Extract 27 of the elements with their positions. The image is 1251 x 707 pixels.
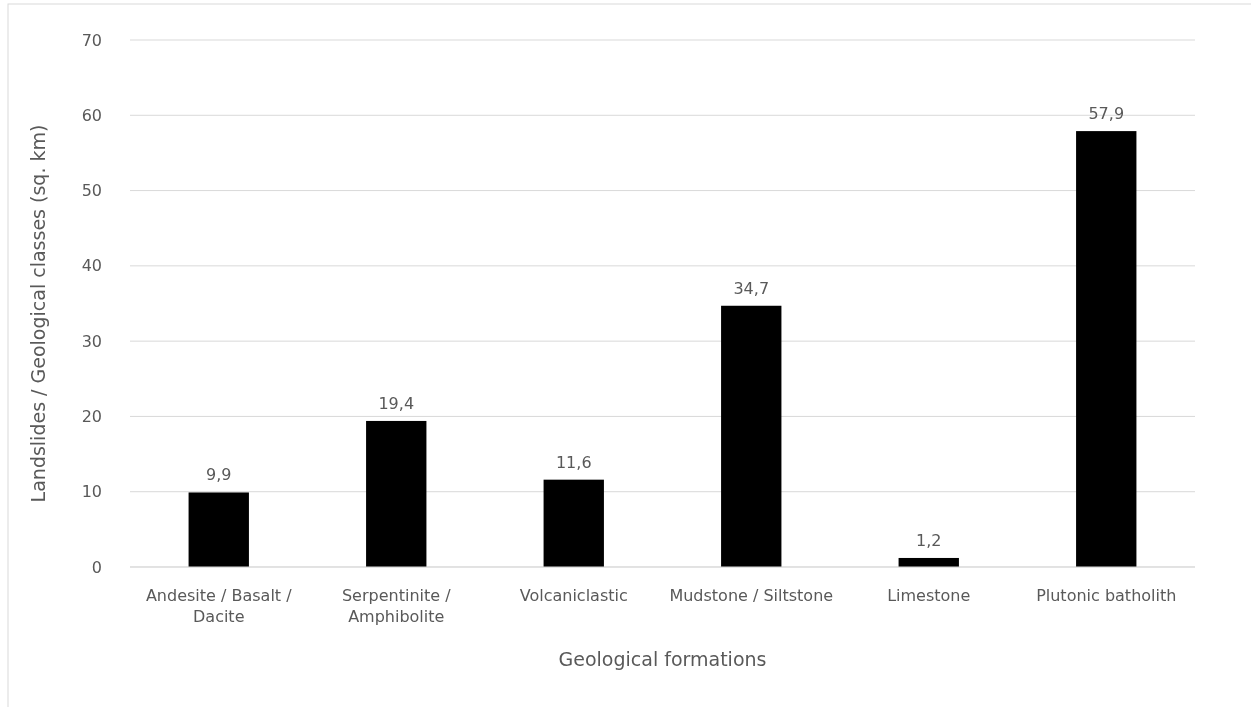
y-tick-label: 60: [81, 105, 102, 125]
x-axis-title: Geological formations: [558, 648, 767, 670]
bar: [366, 420, 427, 567]
bar: [721, 305, 782, 567]
x-tick-label: Serpentinite / Amphibolite: [341, 586, 452, 626]
y-axis-title: Landslides / Geological classes (sq. km): [27, 124, 49, 503]
y-tick-label: 20: [81, 407, 102, 427]
y-tick-label: 40: [81, 256, 102, 276]
bar: [1076, 131, 1137, 567]
x-tick-label: Limestone: [887, 586, 971, 605]
data-label: 1,2: [916, 530, 942, 550]
bar: [543, 479, 604, 567]
data-label: 57,9: [1088, 104, 1125, 124]
x-tick-label: Plutonic batholith: [1036, 586, 1177, 605]
y-tick-label: 0: [91, 557, 102, 577]
x-tick-label: Volcaniclastic: [519, 586, 628, 605]
y-tick-label: 30: [81, 331, 102, 351]
data-label: 11,6: [555, 452, 592, 472]
data-label: 19,4: [378, 393, 415, 413]
y-tick-label: 70: [81, 30, 102, 50]
y-tick-label: 50: [81, 181, 102, 201]
x-tick-label: Andesite / Basalt / Dacite: [145, 586, 293, 626]
bar: [188, 492, 249, 567]
y-tick-label: 10: [81, 482, 102, 502]
data-label: 9,9: [206, 465, 232, 485]
x-tick-label: Mudstone / Siltstone: [669, 586, 834, 605]
data-label: 34,7: [733, 278, 770, 298]
